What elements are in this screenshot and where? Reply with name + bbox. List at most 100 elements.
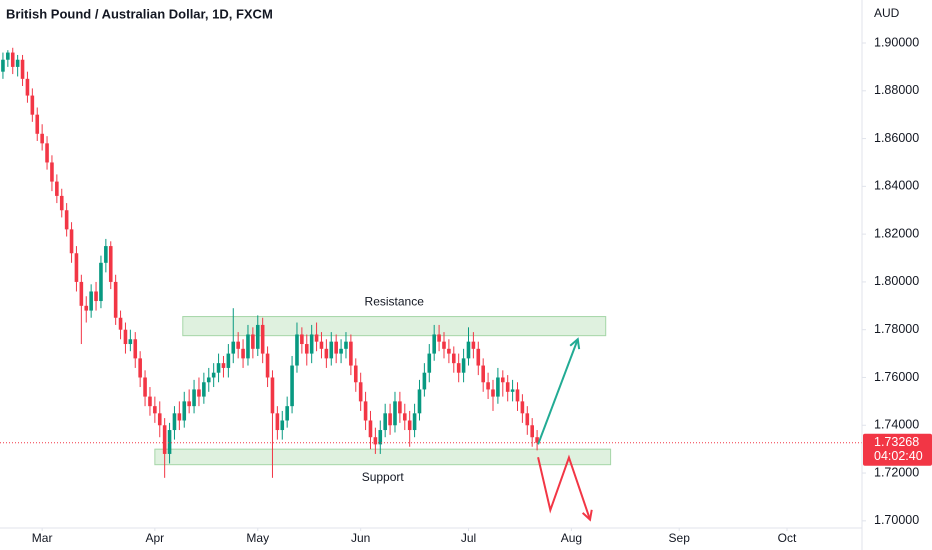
candle-body	[99, 262, 103, 302]
arrow-head	[569, 337, 581, 350]
candle-body	[74, 253, 79, 282]
candle-body	[491, 389, 495, 397]
candle-body	[50, 162, 54, 182]
zone-label: Support	[362, 470, 405, 484]
candle-body	[432, 334, 436, 354]
candle-body	[148, 396, 152, 407]
candle-body	[69, 229, 74, 254]
candle-body	[461, 358, 466, 373]
candle-body	[241, 348, 245, 359]
y-tick-label: 1.78000	[874, 322, 919, 336]
candle-body	[285, 406, 289, 421]
candle-body	[236, 341, 240, 349]
candle-body	[84, 305, 89, 311]
candle-body	[324, 348, 329, 359]
plot-area	[0, 47, 862, 522]
candle-body	[79, 281, 84, 306]
candle-body	[290, 365, 294, 407]
candle-body	[476, 348, 481, 366]
candle-body	[1, 59, 5, 72]
candle-body	[363, 401, 368, 421]
candle-body	[221, 363, 226, 368]
candle-body	[255, 324, 260, 349]
candle-body	[402, 413, 407, 421]
candle-body	[15, 59, 20, 67]
y-tick-label: 1.90000	[874, 35, 919, 49]
candle-body	[442, 341, 446, 349]
candle-body	[344, 341, 348, 349]
candle-body	[197, 389, 201, 397]
candle-body	[412, 413, 417, 431]
y-tick-label: 1.84000	[874, 179, 919, 193]
candle-body	[383, 413, 387, 431]
candle-body	[260, 324, 265, 354]
candle-body	[486, 382, 490, 390]
candle-body	[437, 334, 441, 342]
candle-body	[417, 389, 422, 414]
zone	[154, 448, 612, 466]
candle-body	[270, 377, 275, 414]
candle-body	[162, 425, 167, 454]
candle-body	[118, 317, 123, 330]
candle-body	[339, 348, 343, 354]
candle-body	[510, 389, 515, 392]
candle-body	[231, 341, 236, 354]
candle-body	[456, 363, 461, 373]
y-tick-label: 1.86000	[874, 131, 919, 145]
candle-body	[334, 341, 338, 354]
candle-body	[530, 425, 534, 438]
candle-body	[304, 344, 309, 354]
x-tick-label: Sep	[669, 531, 691, 545]
candle-body	[295, 334, 299, 366]
candle-body	[108, 246, 113, 282]
price-axis-label: AUD	[874, 6, 900, 20]
x-tick-label: Oct	[778, 531, 797, 545]
candle-body	[133, 339, 138, 359]
candle-body	[349, 341, 353, 366]
candle-body	[64, 210, 69, 230]
candle-body	[471, 341, 476, 349]
candle-body	[314, 334, 319, 342]
candle-body	[378, 430, 383, 445]
candle-body	[59, 195, 64, 211]
candle-body	[280, 420, 285, 431]
candle-body	[40, 133, 44, 144]
candle-body	[35, 114, 40, 134]
candle-body	[451, 353, 456, 364]
candle-body	[153, 406, 157, 414]
x-tick-label: Aug	[561, 531, 582, 545]
candle-body	[358, 382, 363, 402]
candle-body	[246, 334, 250, 359]
x-tick-label: Jul	[461, 531, 476, 545]
zone	[182, 316, 607, 337]
candle-body	[89, 291, 93, 311]
candle-body	[113, 281, 118, 318]
candle-body	[496, 377, 500, 397]
candle-body	[393, 401, 397, 426]
candle-body	[535, 437, 539, 443]
candle-body	[202, 382, 206, 397]
y-tick-label: 1.74000	[874, 418, 919, 432]
candle-body	[123, 329, 128, 345]
candle-body	[353, 365, 358, 383]
candle-body	[407, 420, 412, 431]
y-tick-label: 1.82000	[874, 226, 919, 240]
candle-body	[94, 291, 98, 302]
candle-body	[206, 377, 211, 383]
x-tick-label: Jun	[351, 531, 370, 545]
candle-body	[265, 353, 270, 378]
candle-body	[466, 341, 471, 359]
candle-body	[525, 413, 530, 426]
candle-body	[275, 413, 280, 431]
arrow-line	[537, 338, 579, 445]
candle-body	[6, 52, 10, 60]
arrow-line	[537, 454, 591, 520]
candle-body	[226, 353, 231, 368]
y-tick-label: 1.80000	[874, 274, 919, 288]
candle-body	[368, 420, 373, 438]
candle-body	[182, 401, 187, 421]
candle-body	[167, 430, 172, 454]
candle-body	[187, 401, 191, 407]
